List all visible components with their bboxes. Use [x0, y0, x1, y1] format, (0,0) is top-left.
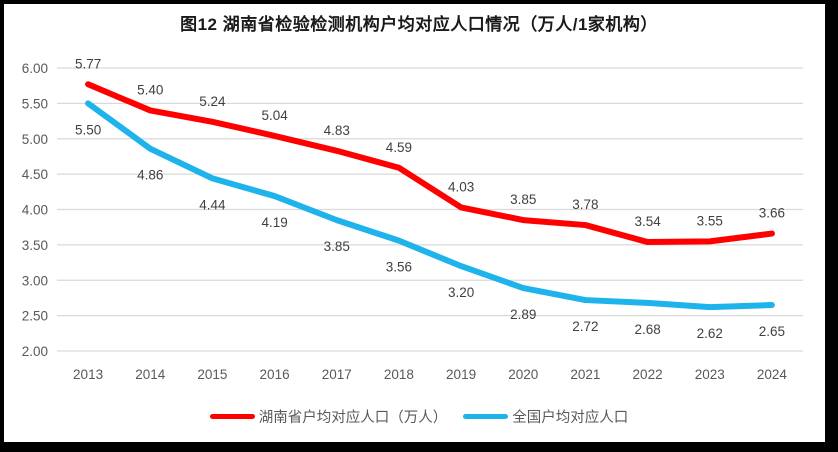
chart-title: 图12 湖南省检验检测机构户均对应人口情况（万人/1家机构） [180, 15, 658, 34]
legend-label-hunan: 湖南省户均对应人口（万人） [258, 409, 448, 426]
legend-swatch-hunan-red-line [209, 413, 255, 419]
legend-label-national: 全国户均对应人口 [512, 409, 629, 426]
legend: 湖南省户均对应人口（万人） 全国户均对应人口 [0, 402, 838, 430]
chart-background [4, 4, 825, 442]
legend-item-national: 全国户均对应人口 [463, 406, 628, 427]
legend-item-hunan: 湖南省户均对应人口（万人） [209, 406, 448, 427]
legend-swatch-national-blue-line [463, 413, 509, 419]
